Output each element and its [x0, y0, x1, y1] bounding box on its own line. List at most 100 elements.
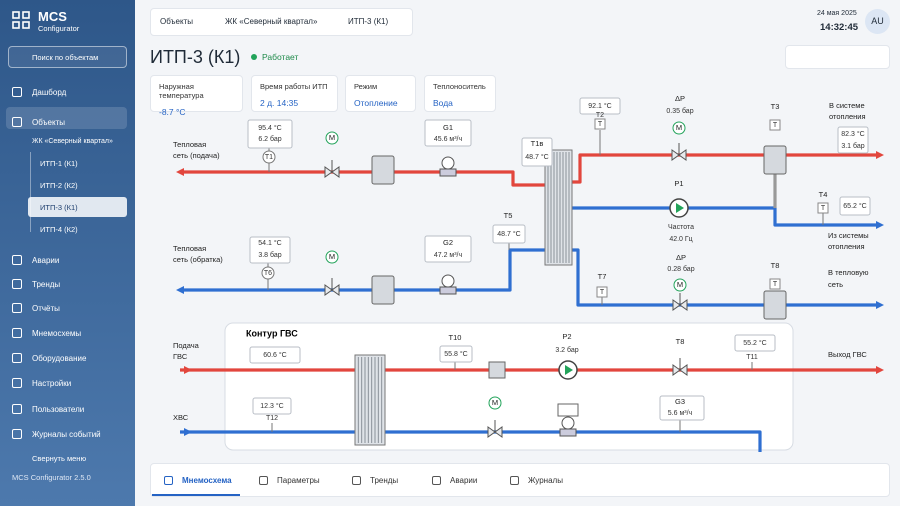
- flow-arrow: [876, 366, 884, 374]
- value-box: [521, 137, 553, 167]
- tree-item[interactable]: ИТП-3 (К1): [40, 203, 78, 212]
- nav-item[interactable]: Тренды: [32, 280, 61, 289]
- diagram-label: 92.1 °C: [588, 102, 611, 110]
- value-box: [837, 126, 869, 154]
- page-title: ИТП-3 (К1): [150, 47, 241, 67]
- motor-label: M: [329, 252, 335, 261]
- status: Работает: [262, 52, 299, 62]
- diagram-label: T10: [449, 333, 462, 342]
- card-label: Наружная температура: [159, 82, 204, 100]
- heat-exchanger: [354, 354, 386, 446]
- nav-icon: [12, 117, 22, 127]
- network-return-pipe: [572, 248, 880, 307]
- nav-icon: [12, 255, 22, 265]
- value-box: [734, 334, 776, 352]
- value-box: [579, 97, 621, 115]
- heat-exchanger: [544, 149, 573, 266]
- flowmeter-body: [559, 428, 577, 437]
- flow-arrow: [176, 286, 184, 294]
- diagram-label: отопления: [829, 112, 866, 121]
- pump-arrow: [565, 365, 573, 375]
- sensor-icon-label: T: [773, 122, 778, 129]
- tab-icon: [510, 476, 519, 485]
- diagram-label: 48.7 °C: [497, 230, 520, 238]
- diagram-label: 3.2 бар: [555, 346, 578, 354]
- nav-icon: [12, 87, 22, 97]
- card-label: Теплоноситель: [433, 82, 486, 91]
- value-box: [492, 224, 526, 244]
- flow-arrow: [876, 151, 884, 159]
- nav-item[interactable]: Настройки: [32, 379, 72, 388]
- collapse[interactable]: Свернуть меню: [32, 454, 87, 463]
- nav-icon: [12, 328, 22, 338]
- card-value: Вода: [433, 98, 453, 108]
- heating-supply-pipe: [572, 153, 880, 184]
- tab[interactable]: Аварии: [450, 476, 478, 485]
- card-value: Отопление: [354, 98, 398, 108]
- sensor-icon-label: T: [600, 289, 605, 296]
- crumb[interactable]: ИТП-3 (К1): [348, 17, 389, 26]
- nav-item[interactable]: Журналы событий: [32, 430, 101, 439]
- crumb[interactable]: Объекты: [160, 17, 193, 26]
- nav-item[interactable]: Пользователи: [32, 405, 85, 414]
- diagram-label: 47.2 м³/ч: [434, 252, 463, 259]
- tab-underline: [152, 494, 240, 496]
- tree-item[interactable]: ИТП-2 (К2): [40, 181, 78, 190]
- diagram-label: 82.3 °C: [841, 130, 864, 138]
- flowmeter-body: [439, 286, 457, 295]
- filter: [371, 275, 395, 305]
- flow-arrow: [184, 366, 192, 374]
- brand-sub: Configurator: [38, 24, 80, 33]
- diagram-label: 48.7 °C: [525, 153, 548, 161]
- motor-label: M: [492, 398, 498, 407]
- flowmeter: [561, 416, 575, 430]
- tree-item[interactable]: ИТП-1 (К1): [40, 159, 78, 168]
- crumb[interactable]: ЖК «Северный квартал»: [225, 17, 318, 26]
- nav-icon: [12, 378, 22, 388]
- avatar[interactable]: AU: [865, 9, 890, 34]
- selected-tree-bg: [28, 197, 127, 217]
- diagram-label: T4: [819, 190, 828, 199]
- diagram-label: ХВС: [173, 413, 189, 422]
- filter: [371, 155, 395, 185]
- diagram-label: T1: [265, 154, 273, 161]
- nav-item[interactable]: Объекты: [32, 118, 65, 127]
- diagram-label: 54.1 °C: [258, 239, 281, 247]
- nav-item[interactable]: Мнемосхемы: [32, 329, 82, 338]
- search-box[interactable]: [8, 46, 127, 68]
- motor-label: M: [676, 123, 682, 132]
- nav-item[interactable]: Отчёты: [32, 304, 60, 313]
- diagram-label: 5.6 м³/ч: [668, 410, 693, 417]
- flowmeter-body: [439, 168, 457, 177]
- card-value: 2 д. 14:35: [260, 98, 299, 108]
- tab[interactable]: Журналы: [528, 476, 563, 485]
- diagram-label: T8: [771, 261, 780, 270]
- diagram-label: T1в: [531, 139, 544, 148]
- pump-arrow: [676, 203, 684, 213]
- nav-icon: [12, 353, 22, 363]
- toolbar[interactable]: [785, 45, 890, 69]
- diagram-label: 45.6 м³/ч: [434, 136, 463, 143]
- sensor-icon-label: T: [773, 281, 778, 288]
- heating-return-pipe: [572, 206, 880, 227]
- diagram-label: 42.0 Гц: [669, 236, 692, 243]
- nav-item[interactable]: Оборудование: [32, 354, 87, 363]
- tab[interactable]: Мнемосхема: [182, 476, 232, 485]
- tab[interactable]: Параметры: [277, 476, 320, 485]
- nav-item[interactable]: Аварии: [32, 256, 60, 265]
- diagram-label: Частота: [668, 224, 694, 231]
- card-label: Время работы ИТП: [260, 82, 328, 91]
- tree-root[interactable]: ЖК «Северный квартал»: [32, 138, 113, 145]
- nav-icon: [12, 303, 22, 313]
- sensor-icon: [769, 119, 781, 131]
- sensor-icon: [594, 118, 606, 130]
- nav-item[interactable]: Дашборд: [32, 88, 67, 97]
- flow-arrow: [184, 428, 192, 436]
- tree-item[interactable]: ИТП-4 (К2): [40, 225, 78, 234]
- breadcrumbs: [150, 8, 413, 36]
- tab[interactable]: Тренды: [370, 476, 399, 485]
- value-box: [249, 346, 301, 364]
- supply-pipe: [180, 170, 545, 187]
- card: Теплоноситель Вода: [424, 75, 496, 112]
- nav-icon: [12, 429, 22, 439]
